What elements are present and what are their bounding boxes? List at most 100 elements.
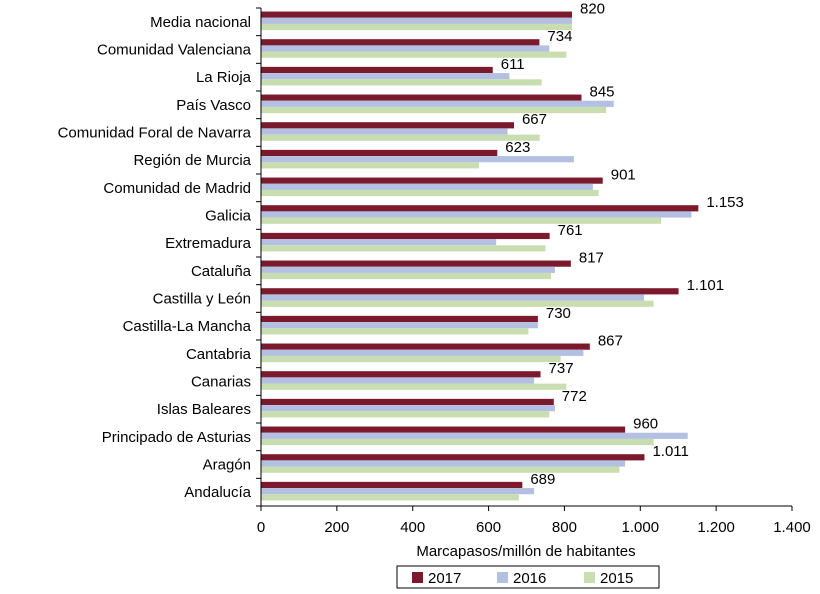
bar-2016 [261, 183, 593, 190]
bar-2015 [261, 494, 519, 501]
bar-2015 [261, 245, 546, 252]
data-label: 689 [530, 471, 555, 488]
category-label: Aragón [203, 457, 251, 474]
x-tick-label: 1.400 [773, 519, 811, 536]
bar-2016 [261, 322, 538, 329]
bar-2015 [261, 189, 599, 197]
x-tick-label: 1.000 [622, 519, 660, 536]
data-label: 1.011 [652, 443, 688, 460]
x-axis-title: Marcapasos/millón de habitantes [416, 543, 635, 560]
bar-2015 [261, 23, 573, 31]
bar-2015 [261, 300, 654, 307]
bar-2016 [261, 239, 497, 246]
data-label: 1.101 [687, 277, 725, 294]
category-label: Islas Baleares [157, 401, 251, 418]
bar-2016 [261, 17, 573, 24]
bar-2017 [261, 177, 603, 184]
x-tick-label: 1.200 [697, 519, 735, 536]
bar-2015 [261, 134, 540, 141]
bar-2017 [261, 149, 498, 157]
data-label: 817 [579, 250, 604, 267]
legend-label-2017: 2017 [428, 570, 461, 587]
category-label: Comunidad de Madrid [103, 180, 251, 197]
bar-2015 [261, 438, 654, 446]
bar-2017 [261, 260, 571, 267]
category-label: País Vasco [176, 97, 251, 114]
data-label: 623 [505, 139, 530, 156]
data-label: 1.153 [706, 194, 744, 211]
data-label: 820 [580, 1, 605, 18]
bar-2017 [261, 122, 514, 129]
bar-2017 [261, 39, 540, 46]
bars-layer [261, 11, 699, 501]
data-label: 667 [522, 111, 547, 128]
category-label: Comunidad Valenciana [97, 42, 252, 59]
bar-2015 [261, 162, 480, 169]
bar-2017 [261, 481, 523, 489]
labels-layer: Media nacional 820 Comunidad Valenciana 734… [58, 1, 744, 502]
bar-2016 [261, 156, 574, 163]
x-tick-label: 400 [400, 519, 425, 536]
bar-2017 [261, 398, 554, 406]
bar-2016 [261, 432, 688, 439]
data-label: 867 [598, 333, 623, 350]
x-tick-label: 600 [476, 519, 501, 536]
bar-2016 [261, 211, 692, 218]
legend-swatch-2016 [497, 572, 508, 583]
bar-2015 [261, 79, 542, 86]
legend-swatch-2015 [584, 572, 595, 583]
bar-2015 [261, 383, 567, 390]
data-label: 761 [558, 222, 583, 239]
bar-2015 [261, 411, 550, 418]
x-tick-label: 200 [324, 519, 349, 536]
bar-2017 [261, 66, 493, 74]
category-label: Región de Murcia [133, 152, 251, 169]
bar-2017 [261, 11, 573, 18]
category-label: Cantabria [186, 346, 252, 363]
bar-2017 [261, 426, 626, 433]
data-label: 960 [633, 416, 658, 433]
category-label: Canarias [191, 374, 251, 391]
category-label: Andalucía [184, 484, 251, 501]
category-label: Principado de Asturias [102, 429, 251, 446]
bar-2017 [261, 343, 590, 350]
x-tick-label: 800 [552, 519, 577, 536]
bar-2016 [261, 460, 626, 467]
legend-label-2015: 2015 [600, 570, 633, 587]
x-tick-label: 0 [257, 519, 265, 536]
bar-2017 [261, 288, 679, 295]
bar-2016 [261, 294, 645, 301]
bar-2017 [261, 94, 582, 101]
legend-swatch-2017 [412, 572, 423, 583]
bar-2017 [261, 232, 550, 240]
category-label: Comunidad Foral de Navarra [58, 125, 252, 142]
bar-2016 [261, 266, 555, 273]
bar-2016 [261, 73, 510, 80]
bar-2015 [261, 328, 529, 335]
bar-2017 [261, 454, 645, 461]
ticks-layer: 0 200 400 600 800 1.000 1.200 1.400 [256, 7, 811, 536]
bar-2015 [261, 355, 561, 363]
data-label: 901 [611, 167, 636, 184]
category-label: La Rioja [196, 69, 252, 86]
data-label: 734 [547, 28, 572, 45]
category-label: Castilla y León [153, 291, 251, 308]
bar-2016 [261, 349, 584, 356]
bar-2017 [261, 315, 538, 323]
category-label: Galicia [205, 208, 252, 225]
data-label: 737 [549, 360, 574, 377]
category-label: Extremadura [165, 235, 252, 252]
data-label: 730 [546, 305, 571, 322]
bar-2015 [261, 272, 552, 280]
bar-2016 [261, 488, 535, 495]
bar-2016 [261, 405, 555, 412]
category-label: Castilla-La Mancha [123, 318, 252, 335]
data-label: 772 [562, 388, 587, 405]
bar-2015 [261, 217, 662, 224]
bar-2015 [261, 466, 620, 473]
bar-2016 [261, 128, 508, 135]
data-label: 845 [589, 84, 614, 101]
bar-2016 [261, 45, 550, 52]
bar-2016 [261, 377, 535, 384]
